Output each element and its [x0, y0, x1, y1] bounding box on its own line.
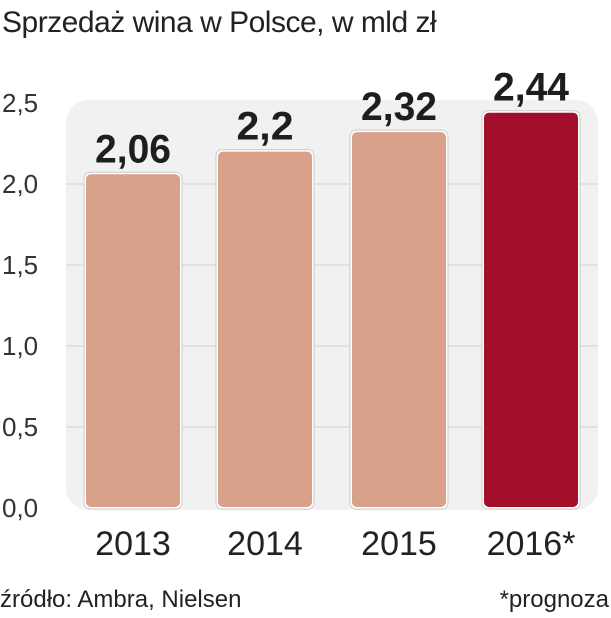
y-tick-label: 1,0	[2, 331, 38, 361]
bar	[86, 174, 180, 507]
x-tick-label: 2016*	[487, 525, 576, 563]
bar	[484, 112, 578, 507]
data-label: 2,44	[493, 66, 570, 110]
x-tick-label: 2014	[227, 525, 303, 563]
data-label: 2,2	[237, 105, 294, 149]
bar	[352, 132, 446, 507]
y-tick-label: 0,5	[2, 412, 38, 442]
bar	[218, 151, 312, 507]
y-tick-label: 0,0	[2, 493, 38, 523]
x-tick-label: 2015	[361, 525, 437, 563]
source-note: źródło: Ambra, Nielsen	[0, 586, 242, 613]
plot-background	[66, 100, 598, 510]
y-tick-label: 1,5	[2, 250, 38, 280]
y-tick-label: 2,5	[2, 88, 38, 118]
data-label: 2,06	[95, 127, 171, 171]
data-label: 2,32	[361, 85, 437, 129]
y-tick-label: 2,0	[2, 169, 38, 199]
footnote: *prognoza	[499, 586, 609, 613]
chart-title: Sprzedaż wina w Polsce, w mld zł	[2, 6, 437, 39]
x-tick-label: 2013	[95, 525, 171, 563]
